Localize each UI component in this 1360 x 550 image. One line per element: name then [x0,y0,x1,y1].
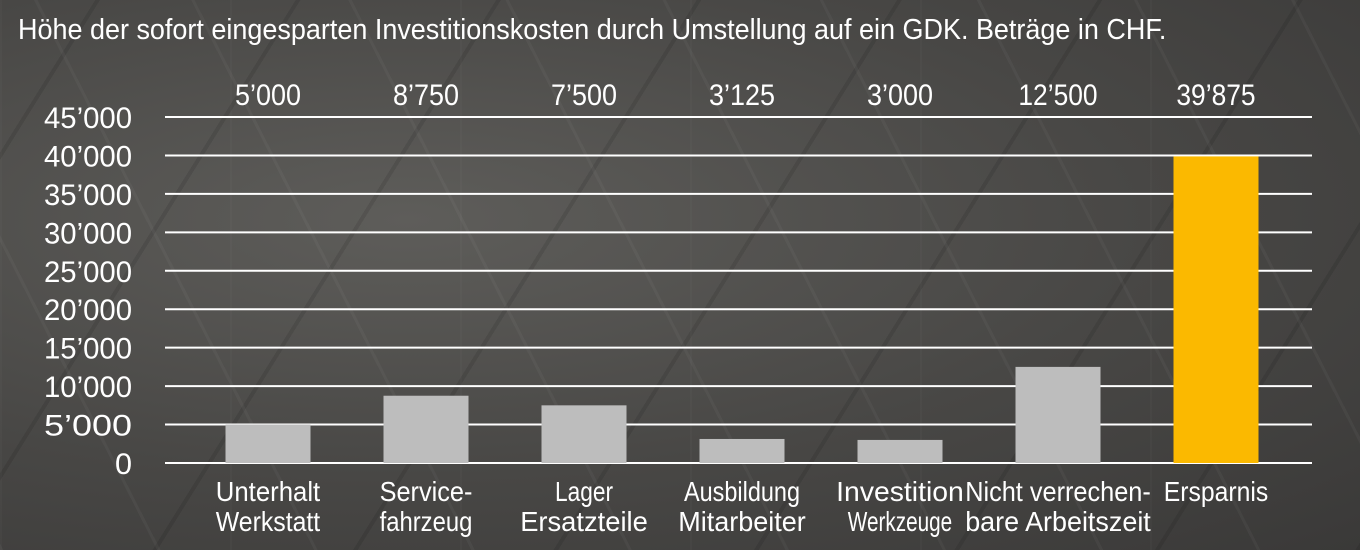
chart-title: Höhe der sofort eingesparten Investition… [18,14,1167,46]
y-tick-label: 40’000 [44,140,132,173]
category-label: Ersparnis [1164,476,1268,507]
bars [225,156,1259,463]
category-label: Lager [555,476,613,507]
bar [1173,156,1259,463]
category-label: Investition [836,476,964,507]
gridlines [165,116,1312,464]
category-label: bare Arbeitszeit [965,506,1151,537]
category-label: Werkzeuge [848,506,952,537]
category-label: Unterhalt [216,476,321,507]
value-labels: 5’000 8’750 7’500 3’125 3’000 12’500 39’875 [235,79,1256,112]
y-tick-label: 5’000 [44,410,132,443]
category-label: Nicht verrechen- [965,476,1151,507]
value-label: 3’000 [867,79,933,112]
y-tick-label: 25’000 [44,256,132,289]
value-label: 39’875 [1176,79,1255,112]
bar [541,405,627,463]
y-tick-label: 35’000 [44,179,132,212]
bar [1015,366,1101,463]
value-label: 5’000 [235,79,301,112]
y-tick-label: 0 [115,448,132,481]
category-label: Ersatzteile [520,506,648,537]
category-label: Ausbildung [684,476,800,507]
y-tick-label: 15’000 [44,333,132,366]
y-axis-ticks: 0 5’000 10’000 15’000 20’000 25’000 30’000 35’0… [44,102,132,481]
value-label: 8’750 [393,79,459,112]
bar [383,395,469,463]
y-tick-label: 30’000 [44,217,132,250]
bar [225,424,311,463]
y-tick-label: 10’000 [44,371,132,404]
value-label: 12’500 [1018,79,1097,112]
category-label: fahrzeug [380,506,473,537]
category-label: Werkstatt [216,506,321,537]
y-tick-label: 45’000 [44,102,132,135]
y-tick-label: 20’000 [44,294,132,327]
category-label: Service- [380,476,473,507]
category-labels: UnterhaltWerkstattService-fahrzeugLagerE… [216,476,1268,537]
value-label: 3’125 [709,79,775,112]
value-label: 7’500 [551,79,617,112]
bar [699,438,785,463]
category-label: Mitarbeiter [678,506,806,537]
bar [857,439,943,463]
